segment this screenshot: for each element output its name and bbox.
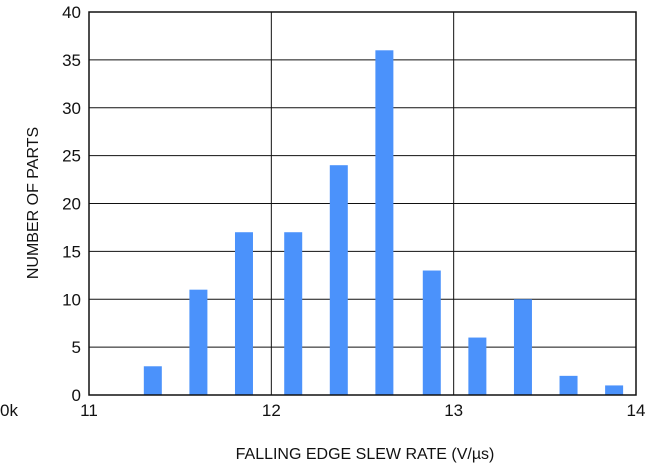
y-tick-label-0: 0: [72, 386, 81, 405]
bar-4: [284, 232, 303, 395]
bar-10: [559, 375, 578, 395]
y-axis-title: NUMBER OF PARTS: [25, 127, 42, 279]
grid: [89, 12, 636, 395]
x-tick-label-12: 12: [262, 401, 281, 420]
x-tick-label-11: 11: [80, 401, 98, 420]
plot-frame: [88, 11, 637, 396]
y-tick-label-35: 35: [62, 51, 81, 70]
bars: [143, 50, 624, 396]
x-axis-title: FALLING EDGE SLEW RATE (V/µs): [236, 446, 495, 463]
bar-11: [605, 385, 624, 395]
y-tick-label-15: 15: [62, 242, 81, 261]
y-tick-label-5: 5: [72, 338, 81, 357]
y-tick-label-40: 40: [62, 3, 81, 22]
bar-3: [234, 232, 253, 395]
bar-7: [422, 270, 441, 395]
x-tick-labels: 11 12 13 14: [80, 401, 645, 420]
bar-1: [143, 366, 162, 395]
bar-8: [468, 337, 487, 395]
bar-5: [329, 165, 348, 395]
bar-6: [375, 50, 394, 396]
plot-border: [88, 11, 637, 396]
y-tick-label-30: 30: [62, 99, 81, 118]
y-tick-label-10: 10: [62, 290, 81, 309]
x-tick-label-14: 14: [627, 401, 646, 420]
cut-off-label: 0k: [0, 401, 18, 420]
bar-9: [513, 299, 532, 395]
x-tick-label-13: 13: [444, 401, 463, 420]
bar-2: [189, 289, 208, 395]
y-tick-label-25: 25: [62, 147, 81, 166]
y-tick-labels: 0 5 10 15 20 25 30 35 40: [62, 3, 81, 405]
y-tick-label-20: 20: [62, 195, 81, 214]
